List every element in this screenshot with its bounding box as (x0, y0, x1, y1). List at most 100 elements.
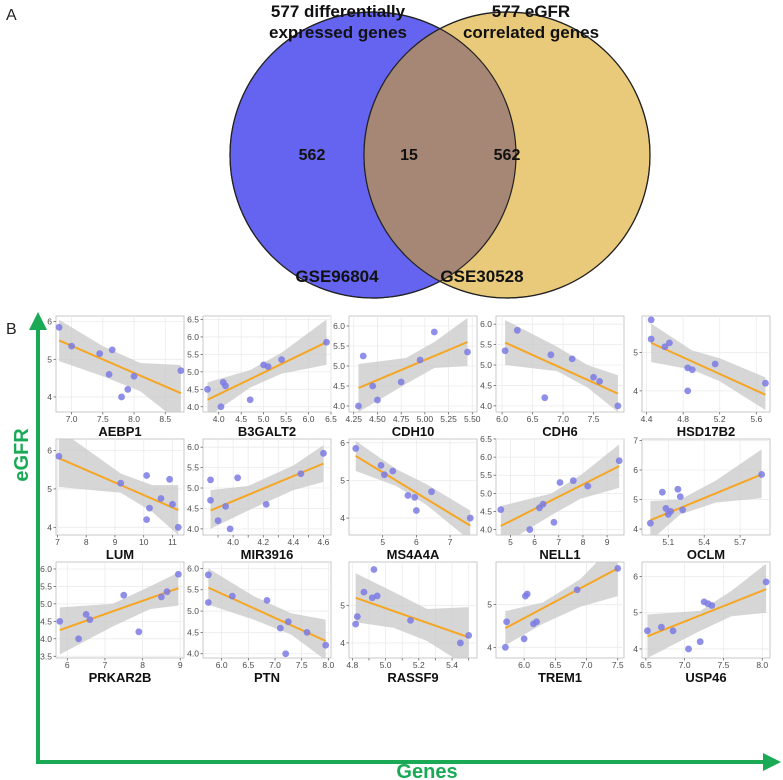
y-tick-label: 5.0 (40, 599, 52, 609)
data-point (143, 516, 151, 524)
x-tick-label: 4.5 (235, 414, 247, 424)
regression-line (504, 341, 619, 395)
data-point (297, 470, 305, 478)
x-tick-label: 4.6 (318, 537, 330, 547)
x-tick-label: 4.75 (393, 414, 410, 424)
data-point (56, 617, 64, 625)
x-tick-label: 6.5 (325, 414, 337, 424)
data-point (55, 323, 63, 331)
x-tick-label: 5.0 (258, 414, 270, 424)
data-point (657, 623, 665, 631)
data-point (513, 326, 521, 334)
data-point (359, 352, 367, 360)
panel-ptn: 6.0 6.5 7.0 7.5 8.0 4.0 4.5 5.0 5.5 6.0 PTN (187, 561, 335, 685)
y-tick-label: 6.0 (333, 321, 345, 331)
y-tick-label: 5.5 (333, 341, 345, 351)
panel-oclm: 5.1 5.4 5.7 4 5 6 7 OCLM (633, 435, 771, 562)
y-tick-label: 5.5 (480, 470, 492, 480)
data-point (105, 370, 113, 378)
data-point (278, 356, 285, 364)
data-point (166, 475, 174, 483)
y-tick-label: 6 (47, 317, 52, 327)
x-tick-label: 7.0 (269, 660, 281, 670)
y-tick-label: 4.0 (187, 649, 199, 659)
x-axis-title: Genes (396, 761, 457, 780)
venn-left-set-label: GSE96804 (295, 267, 379, 286)
y-tick-label: 5.0 (187, 367, 199, 377)
venn-left-outline (229, 11, 517, 299)
data-point (688, 366, 696, 374)
x-tick-label: 5.4 (446, 660, 458, 670)
data-point (501, 347, 509, 355)
data-point (679, 506, 687, 514)
data-point (118, 393, 125, 401)
x-tick-label: 5.2 (714, 414, 726, 424)
y-tick-label: 4.0 (187, 524, 199, 534)
x-tick-label: 5.0 (380, 660, 392, 670)
y-tick-label: 4.5 (480, 380, 492, 390)
x-tick-label: 8.0 (756, 660, 768, 670)
data-point (520, 635, 528, 643)
panel-usp46: 6.5 7.0 7.5 8.0 4 5 6 USP46 (633, 561, 771, 685)
data-point (222, 382, 229, 390)
y-tick-label: 5 (47, 354, 52, 364)
data-point (246, 396, 254, 404)
confidence-band (650, 449, 762, 535)
data-point (590, 373, 597, 381)
data-point (130, 372, 138, 380)
venn-diagram: 577 differentially expressed genes 577 e… (229, 2, 651, 299)
x-tick-label: 4.8 (346, 660, 358, 670)
venn-overlap-count: 15 (400, 147, 418, 164)
data-point (667, 507, 675, 515)
y-axis-title: eGFR (11, 428, 33, 482)
data-point (661, 343, 669, 351)
x-tick-label: 5.6 (750, 414, 762, 424)
data-point (647, 335, 655, 343)
x-tick-label: 5 (380, 537, 385, 547)
venn-left-only-count: 562 (299, 147, 326, 164)
y-tick-label: 5.5 (187, 585, 199, 595)
venn-right-set-label: GSE30528 (440, 267, 523, 286)
x-tick-label: 6.0 (518, 660, 530, 670)
data-point (684, 387, 692, 395)
data-point (108, 346, 116, 354)
x-tick-label: 4.2 (257, 537, 269, 547)
data-point (556, 479, 564, 486)
x-tick-label: 11 (168, 537, 177, 547)
data-point (374, 396, 381, 404)
y-tick-label: 4.5 (40, 616, 52, 626)
panel-cdh10: 4.25 4.50 4.75 5.00 5.25 5.50 4.0 4.5 5.0 5.5 6.0 C… (333, 315, 481, 439)
x-tick-label: 6.0 (496, 414, 508, 424)
x-tick-label: 5.5 (280, 414, 292, 424)
data-point (117, 479, 125, 487)
x-tick-label: 7 (448, 537, 453, 547)
data-point (157, 495, 165, 502)
x-tick-label: 4.0 (227, 537, 239, 547)
data-point (226, 525, 234, 533)
gene-label: TREM1 (538, 670, 582, 685)
x-tick-label: 7.5 (718, 660, 730, 670)
data-point (75, 635, 82, 643)
confidence-band (58, 439, 179, 535)
data-point (135, 628, 143, 636)
data-point (669, 627, 677, 635)
regression-line (358, 341, 468, 389)
regression-line (355, 455, 471, 527)
panel-prkar2b: 6 7 8 9 3.5 4.0 4.5 5.0 5.5 6.0 PRKAR2B (40, 561, 185, 685)
data-point (568, 355, 576, 363)
y-tick-label: 5 (633, 608, 638, 618)
data-point (596, 377, 604, 385)
data-point (685, 645, 692, 653)
x-tick-label: 6 (414, 537, 419, 547)
x-tick-label: 5.25 (440, 414, 457, 424)
data-point (177, 367, 185, 374)
panel-cdh6: 6.0 6.5 7.0 7.5 4.0 4.5 5.0 5.5 6.0 CDH6 (480, 315, 625, 439)
x-tick-label: 8.0 (322, 660, 334, 670)
y-tick-label: 5.5 (187, 463, 199, 473)
data-point (584, 482, 592, 490)
y-tick-label: 6.0 (187, 442, 199, 452)
x-tick-label: 5 (508, 537, 513, 547)
y-tick-label: 4.0 (333, 401, 345, 411)
panel-rassf9: 4.8 5.0 5.2 5.4 4 5 RASSF9 (340, 561, 478, 685)
